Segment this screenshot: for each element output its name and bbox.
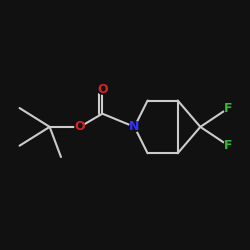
- Circle shape: [224, 141, 234, 150]
- Text: F: F: [224, 102, 233, 114]
- Text: O: O: [97, 83, 108, 96]
- Circle shape: [130, 122, 139, 132]
- Circle shape: [98, 84, 107, 94]
- Circle shape: [75, 122, 85, 132]
- Text: O: O: [74, 120, 85, 134]
- Text: N: N: [129, 120, 140, 134]
- Circle shape: [224, 103, 234, 113]
- Text: F: F: [224, 139, 233, 152]
